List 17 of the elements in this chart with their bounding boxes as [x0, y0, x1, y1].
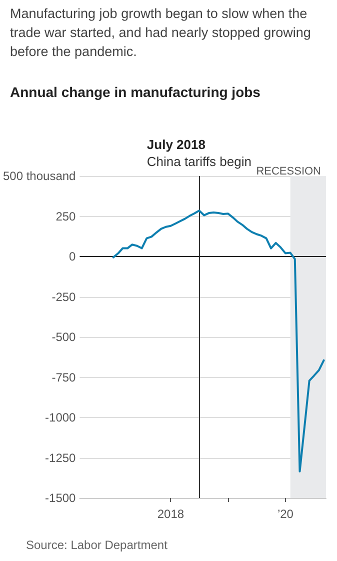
- y-tick-label: -1000: [45, 410, 76, 424]
- y-tick-label: 0: [69, 250, 76, 264]
- chart-title: Annual change in manufacturing jobs: [10, 84, 260, 100]
- y-tick-label: 250: [56, 209, 76, 224]
- y-tick-label: 500 thousand: [3, 169, 76, 183]
- y-tick-label: -250: [52, 290, 76, 304]
- y-tick-label: -750: [52, 370, 76, 384]
- ref-line-label: July 2018 China tariffs begin: [146, 137, 252, 169]
- x-tick-label: ’20: [277, 507, 294, 521]
- y-tick-label: -500: [52, 330, 76, 344]
- band-label: RECESSION: [256, 166, 322, 178]
- x-tick-label: 2018: [157, 507, 184, 521]
- y-tick-label: -1500: [45, 491, 76, 505]
- chart-subtitle: Manufacturing job growth began to slow when the trade war started, and had nearly stopped growing before the pandemic.: [10, 5, 312, 61]
- line-series: [112, 210, 325, 472]
- source-note: Source: Labor Department: [26, 538, 168, 552]
- y-tick-label: -1250: [45, 450, 76, 465]
